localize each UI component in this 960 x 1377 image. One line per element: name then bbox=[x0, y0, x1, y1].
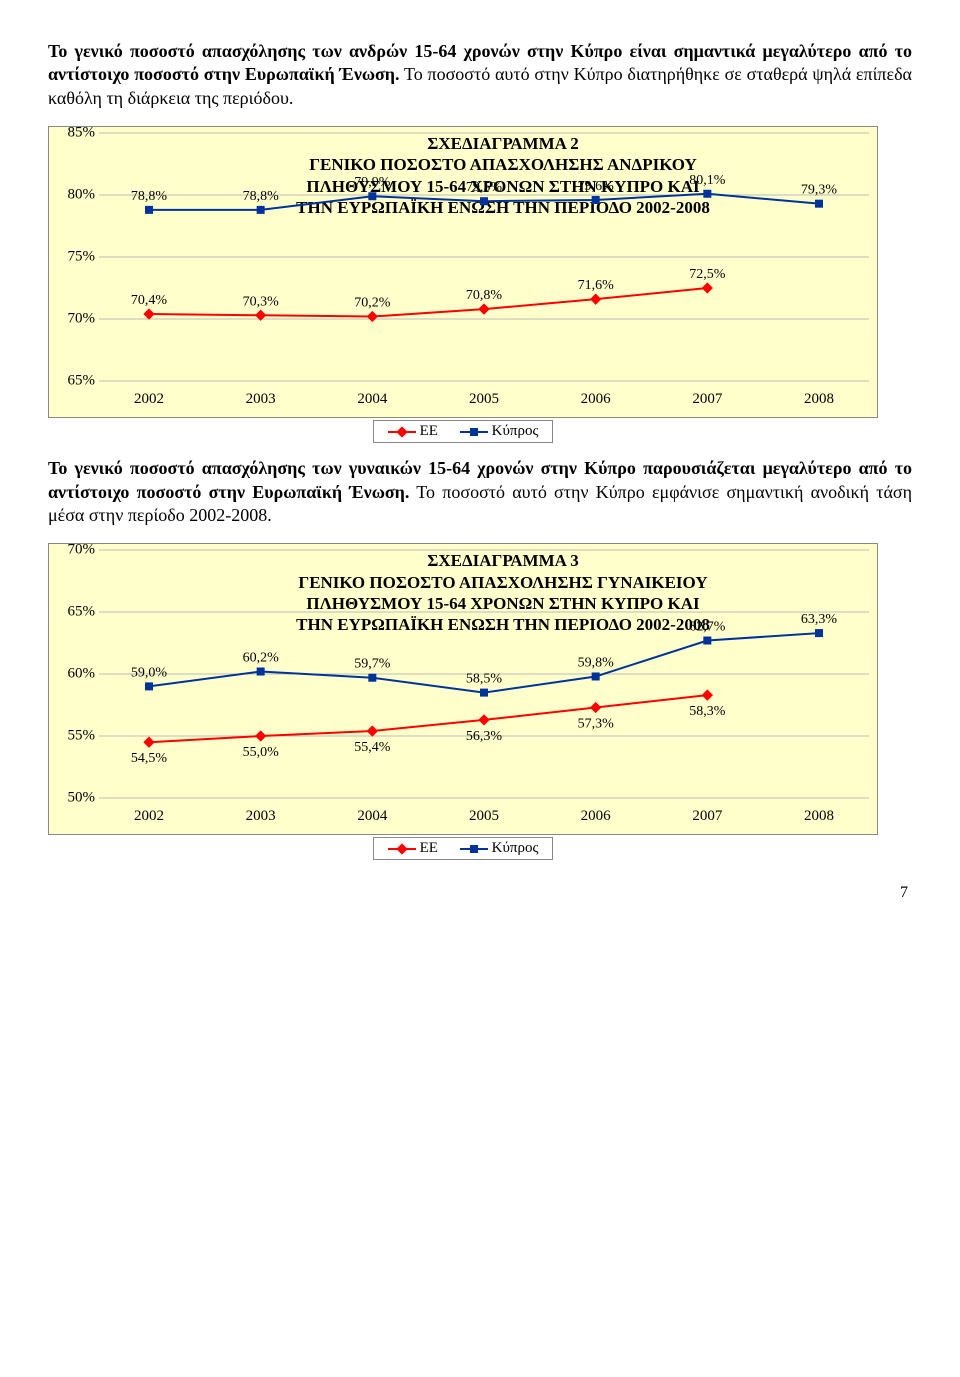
svg-text:54,5%: 54,5% bbox=[131, 752, 168, 767]
x-tick: 2003 bbox=[246, 808, 276, 825]
x-tick: 2004 bbox=[357, 808, 387, 825]
chart-3-x-axis: 2002 2003 2004 2005 2006 2007 2008 bbox=[99, 808, 867, 830]
chart-2-legend: ΕΕ Κύπρος bbox=[48, 420, 878, 443]
svg-text:62,7%: 62,7% bbox=[689, 620, 726, 635]
svg-text:55,4%: 55,4% bbox=[354, 740, 391, 755]
legend-eu-label-2: ΕΕ bbox=[420, 840, 438, 856]
svg-text:79,3%: 79,3% bbox=[801, 183, 838, 198]
chart-2: 65%70%75%80%85% ΣΧΕΔΙΑΓΡΑΜΜΑ 2 ΓΕΝΙΚΟ ΠΟ… bbox=[48, 126, 878, 418]
svg-text:60,2%: 60,2% bbox=[243, 651, 280, 666]
x-tick: 2005 bbox=[469, 391, 499, 408]
svg-text:59,0%: 59,0% bbox=[131, 666, 168, 681]
legend-eu-label: ΕΕ bbox=[420, 423, 438, 439]
chart-2-wrap: 65%70%75%80%85% ΣΧΕΔΙΑΓΡΑΜΜΑ 2 ΓΕΝΙΚΟ ΠΟ… bbox=[48, 126, 878, 443]
svg-text:58,3%: 58,3% bbox=[689, 704, 726, 719]
svg-text:56,3%: 56,3% bbox=[466, 729, 503, 744]
x-tick: 2004 bbox=[357, 391, 387, 408]
x-tick: 2007 bbox=[692, 391, 722, 408]
svg-text:70,4%: 70,4% bbox=[131, 293, 168, 308]
y-tick: 70% bbox=[68, 311, 96, 328]
chart-2-y-axis: 65% 70% 75% 80% 85% bbox=[53, 127, 97, 417]
svg-text:59,7%: 59,7% bbox=[354, 657, 391, 672]
svg-text:63,3%: 63,3% bbox=[801, 612, 838, 627]
y-tick: 60% bbox=[68, 666, 96, 683]
svg-text:70,8%: 70,8% bbox=[466, 288, 503, 303]
svg-text:58,5%: 58,5% bbox=[466, 672, 503, 687]
chart-3-plot: 59,0% 60,2% 59,7% 58,5% 59,8% 62,7% 63,3% 54,5%… bbox=[99, 544, 869, 804]
chart-3-y-axis: 50% 55% 60% 65% 70% bbox=[53, 544, 97, 834]
legend-cyprus-label-2: Κύπρος bbox=[492, 840, 539, 856]
svg-text:70,3%: 70,3% bbox=[243, 294, 280, 309]
svg-text:57,3%: 57,3% bbox=[578, 717, 615, 732]
x-tick: 2007 bbox=[692, 808, 722, 825]
svg-text:79,5%: 79,5% bbox=[466, 180, 503, 195]
paragraph-2: Το γενικό ποσοστό απασχόλησης των γυναικ… bbox=[48, 457, 912, 527]
x-tick: 2003 bbox=[246, 391, 276, 408]
y-tick: 70% bbox=[68, 542, 96, 559]
y-tick: 65% bbox=[68, 373, 96, 390]
y-tick: 65% bbox=[68, 604, 96, 621]
svg-text:79,9%: 79,9% bbox=[354, 175, 391, 190]
x-tick: 2002 bbox=[134, 808, 164, 825]
x-tick: 2002 bbox=[134, 391, 164, 408]
y-tick: 80% bbox=[68, 187, 96, 204]
chart-2-x-axis: 2002 2003 2004 2005 2006 2007 2008 bbox=[99, 391, 867, 413]
chart-3-wrap: 50%55%60%65%70% ΣΧΕΔΙΑΓΡΑΜΜΑ 3 ΓΕΝΙΚΟ ΠΟ… bbox=[48, 543, 878, 860]
chart-2-plot: 78,8% 78,8% 79,9% 79,5% 79,6% 80,1% 79,3% 70,4%… bbox=[99, 127, 869, 387]
page-number: 7 bbox=[48, 884, 908, 902]
x-tick: 2008 bbox=[804, 808, 834, 825]
x-tick: 2006 bbox=[581, 391, 611, 408]
svg-text:55,0%: 55,0% bbox=[243, 745, 280, 760]
x-tick: 2008 bbox=[804, 391, 834, 408]
y-tick: 85% bbox=[68, 125, 96, 142]
y-tick: 50% bbox=[68, 790, 96, 807]
x-tick: 2006 bbox=[581, 808, 611, 825]
chart-3-legend: ΕΕ Κύπρος bbox=[48, 837, 878, 860]
y-tick: 75% bbox=[68, 249, 96, 266]
y-tick: 55% bbox=[68, 728, 96, 745]
chart-3: 50%55%60%65%70% ΣΧΕΔΙΑΓΡΑΜΜΑ 3 ΓΕΝΙΚΟ ΠΟ… bbox=[48, 543, 878, 835]
svg-text:70,2%: 70,2% bbox=[354, 296, 391, 311]
x-tick: 2005 bbox=[469, 808, 499, 825]
svg-text:78,8%: 78,8% bbox=[243, 189, 280, 204]
svg-text:80,1%: 80,1% bbox=[689, 173, 726, 188]
svg-text:59,8%: 59,8% bbox=[578, 656, 615, 671]
legend-cyprus-label: Κύπρος bbox=[492, 423, 539, 439]
svg-text:78,8%: 78,8% bbox=[131, 189, 168, 204]
svg-text:71,6%: 71,6% bbox=[578, 278, 615, 293]
svg-text:72,5%: 72,5% bbox=[689, 267, 726, 282]
paragraph-1: Το γενικό ποσοστό απασχόλησης των ανδρών… bbox=[48, 40, 912, 110]
svg-text:79,6%: 79,6% bbox=[578, 179, 615, 194]
